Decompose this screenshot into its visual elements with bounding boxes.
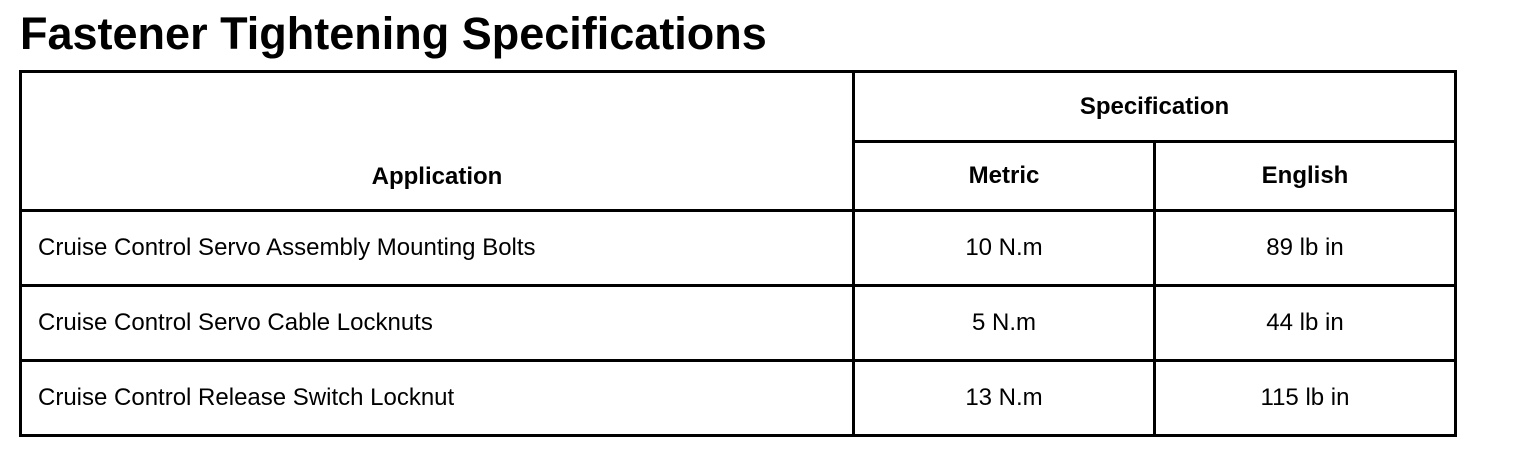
page-title: Fastener Tightening Specifications: [20, 8, 767, 59]
cell-metric: 10 N.m: [852, 209, 1156, 287]
fastener-spec-table: Application Specification Metric English…: [19, 70, 1457, 437]
cell-application: Cruise Control Release Switch Locknut: [19, 359, 855, 437]
cell-application: Cruise Control Servo Assembly Mounting B…: [19, 209, 855, 287]
table-row: Cruise Control Servo Assembly Mounting B…: [19, 209, 1457, 287]
header-metric: Metric: [852, 140, 1156, 212]
cell-english: 44 lb in: [1153, 284, 1457, 362]
cell-metric: 13 N.m: [852, 359, 1156, 437]
header-english: English: [1153, 140, 1457, 212]
cell-english: 115 lb in: [1153, 359, 1457, 437]
table-row: Cruise Control Servo Cable Locknuts 5 N.…: [19, 284, 1457, 362]
subheader-row: Metric English: [21, 140, 1457, 212]
header-row: Application Specification: [19, 70, 1457, 212]
header-specification: Specification: [852, 70, 1457, 143]
cell-metric: 5 N.m: [852, 284, 1156, 362]
header-application: Application: [19, 70, 855, 212]
cell-english: 89 lb in: [1153, 209, 1457, 287]
cell-application: Cruise Control Servo Cable Locknuts: [19, 284, 855, 362]
table-row: Cruise Control Release Switch Locknut 13…: [19, 359, 1457, 437]
